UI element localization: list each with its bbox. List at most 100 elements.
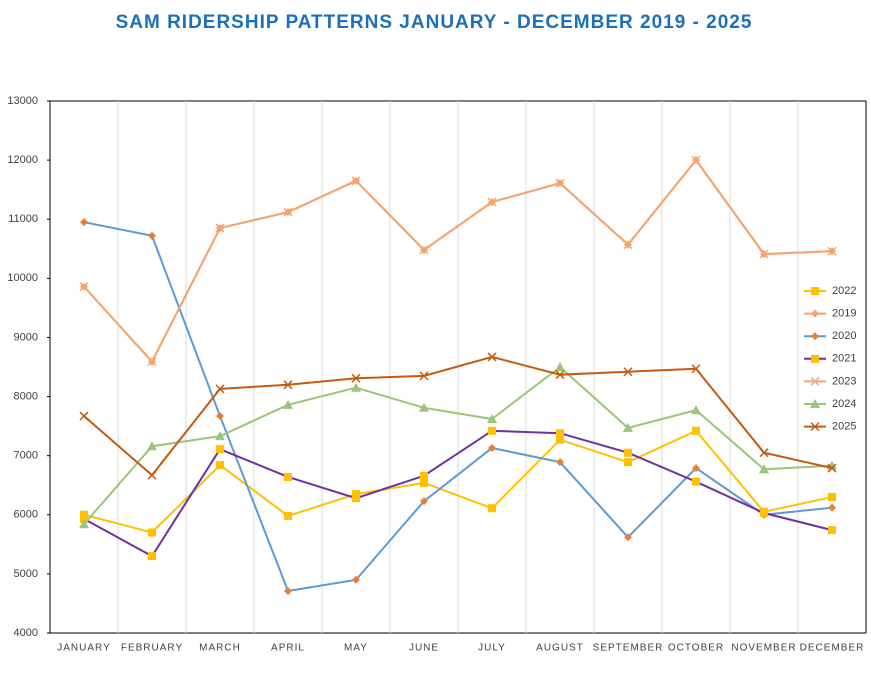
marker [79, 519, 89, 529]
marker [215, 384, 225, 394]
marker [624, 458, 632, 467]
marker [827, 463, 837, 473]
marker [759, 448, 769, 458]
marker [216, 461, 224, 470]
marker [147, 441, 157, 451]
marker [556, 429, 564, 438]
marker [351, 373, 361, 383]
series-line [83, 429, 833, 558]
marker [488, 443, 496, 452]
marker [555, 370, 565, 380]
marker [147, 357, 157, 367]
x-tick-label: MAY [344, 643, 368, 654]
marker [283, 207, 293, 217]
marker [487, 197, 497, 207]
marker [215, 223, 225, 233]
legend-marker [810, 422, 820, 432]
y-tick-label: 8000 [14, 390, 38, 402]
marker [488, 504, 496, 513]
x-tick-label: NOVEMBER [731, 643, 796, 654]
series [79, 155, 837, 367]
marker [556, 435, 564, 444]
marker [692, 426, 700, 435]
marker [148, 528, 156, 537]
x-tick-label: APRIL [271, 643, 305, 654]
series [79, 362, 837, 529]
y-tick-label: 6000 [14, 509, 38, 521]
series-line [83, 365, 833, 525]
x-tick-label: AUGUST [536, 643, 584, 654]
marker [691, 405, 701, 415]
x-tick-label: JUNE [409, 643, 439, 654]
marker [419, 245, 429, 255]
legend-marker [811, 354, 819, 363]
marker [79, 282, 89, 292]
legend-label: 2019 [832, 308, 856, 320]
y-tick-label: 11000 [8, 213, 38, 225]
series [80, 426, 836, 561]
marker [487, 352, 497, 362]
series-line [83, 429, 833, 534]
x-tick-label: DECEMBER [800, 643, 865, 654]
legend-marker [811, 309, 819, 318]
legend-label: 2022 [832, 285, 856, 297]
y-tick-label: 13000 [7, 95, 38, 107]
marker [352, 575, 360, 584]
legend-label: 2024 [832, 398, 856, 410]
marker [828, 526, 836, 535]
marker [759, 249, 769, 259]
marker [284, 587, 292, 596]
marker [351, 382, 361, 392]
marker [623, 367, 633, 377]
x-tick-label: JANUARY [57, 643, 111, 654]
marker [148, 231, 156, 240]
marker [760, 509, 768, 518]
marker [828, 493, 836, 502]
x-tick-label: FEBRUARY [121, 643, 183, 654]
marker [692, 464, 700, 473]
series-line [83, 158, 833, 364]
marker [283, 380, 293, 390]
chart-title: SAM RIDERSHIP PATTERNS JANUARY - DECEMBE… [116, 12, 753, 33]
legend-label: 2021 [832, 353, 856, 365]
marker [624, 448, 632, 457]
marker [420, 471, 428, 480]
marker [623, 422, 633, 432]
marker [352, 490, 360, 499]
legend-marker [810, 399, 820, 408]
legend-label: 2023 [832, 375, 856, 387]
marker [80, 514, 88, 523]
marker [419, 371, 429, 381]
marker [623, 240, 633, 250]
marker [148, 552, 156, 561]
marker [828, 503, 836, 512]
x-tick-label: OCTOBER [668, 643, 724, 654]
marker [420, 497, 428, 506]
marker [352, 494, 360, 503]
y-tick-label: 5000 [14, 568, 38, 580]
marker [419, 402, 429, 412]
series-line [83, 221, 833, 593]
series-line [83, 355, 833, 477]
series [79, 352, 837, 480]
marker [488, 426, 496, 435]
marker [216, 445, 224, 454]
marker [555, 178, 565, 188]
marker [692, 477, 700, 486]
y-tick-label: 9000 [14, 331, 38, 343]
legend-marker [811, 332, 819, 341]
x-tick-label: MARCH [199, 643, 241, 654]
marker [759, 464, 769, 474]
marker [216, 412, 224, 421]
legend-marker [810, 376, 820, 386]
legend-label: 2020 [832, 330, 856, 342]
marker [283, 399, 293, 409]
marker [215, 431, 225, 441]
marker [827, 246, 837, 256]
marker [691, 155, 701, 165]
marker [284, 472, 292, 481]
y-tick-label: 4000 [14, 627, 38, 639]
legend-label: 2025 [832, 421, 856, 433]
marker [555, 362, 565, 371]
